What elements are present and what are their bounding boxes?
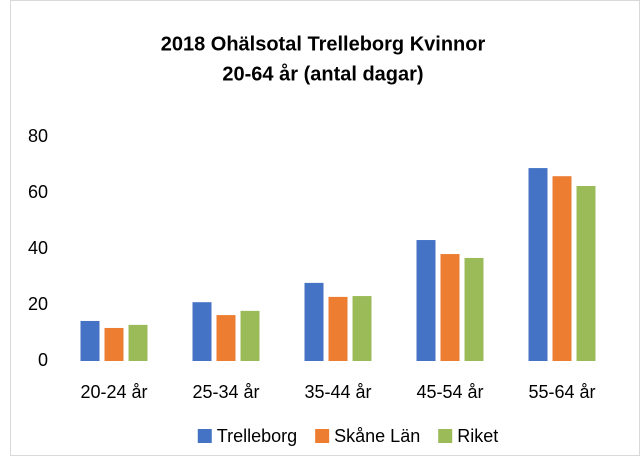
- x-tick-label: 45-54 år: [416, 382, 483, 402]
- bar: [80, 320, 100, 361]
- x-tick-label: 20-24 år: [80, 382, 147, 402]
- bar: [576, 186, 596, 361]
- bar: [416, 240, 436, 361]
- bar: [192, 302, 212, 361]
- y-tick-label: 60: [28, 182, 48, 202]
- legend-swatch: [438, 429, 453, 443]
- legend-label: Trelleborg: [217, 426, 297, 446]
- bar: [104, 327, 124, 361]
- bar: [352, 296, 372, 361]
- bar: [304, 282, 324, 361]
- y-tick-label: 40: [28, 238, 48, 258]
- bar: [464, 257, 484, 361]
- legend-label: Skåne Län: [334, 426, 420, 446]
- chart-title: 20-64 år (antal dagar): [222, 62, 423, 85]
- x-tick-label: 25-34 år: [192, 382, 259, 402]
- y-tick-label: 0: [38, 350, 48, 370]
- bar: [216, 315, 236, 361]
- chart-title: 2018 Ohälsotal Trelleborg Kvinnor: [161, 33, 486, 55]
- x-tick-label: 55-64 år: [528, 382, 595, 402]
- legend-label: Riket: [457, 426, 498, 446]
- bar: [440, 254, 460, 361]
- y-tick-label: 80: [28, 126, 48, 146]
- y-tick-label: 20: [28, 294, 48, 314]
- bar: [552, 176, 572, 361]
- x-tick-label: 35-44 år: [304, 382, 371, 402]
- legend-swatch: [197, 429, 212, 443]
- bar: [328, 296, 348, 361]
- bar: [528, 168, 548, 361]
- bar: [128, 324, 148, 361]
- legend-swatch: [315, 429, 330, 443]
- bar: [240, 310, 260, 361]
